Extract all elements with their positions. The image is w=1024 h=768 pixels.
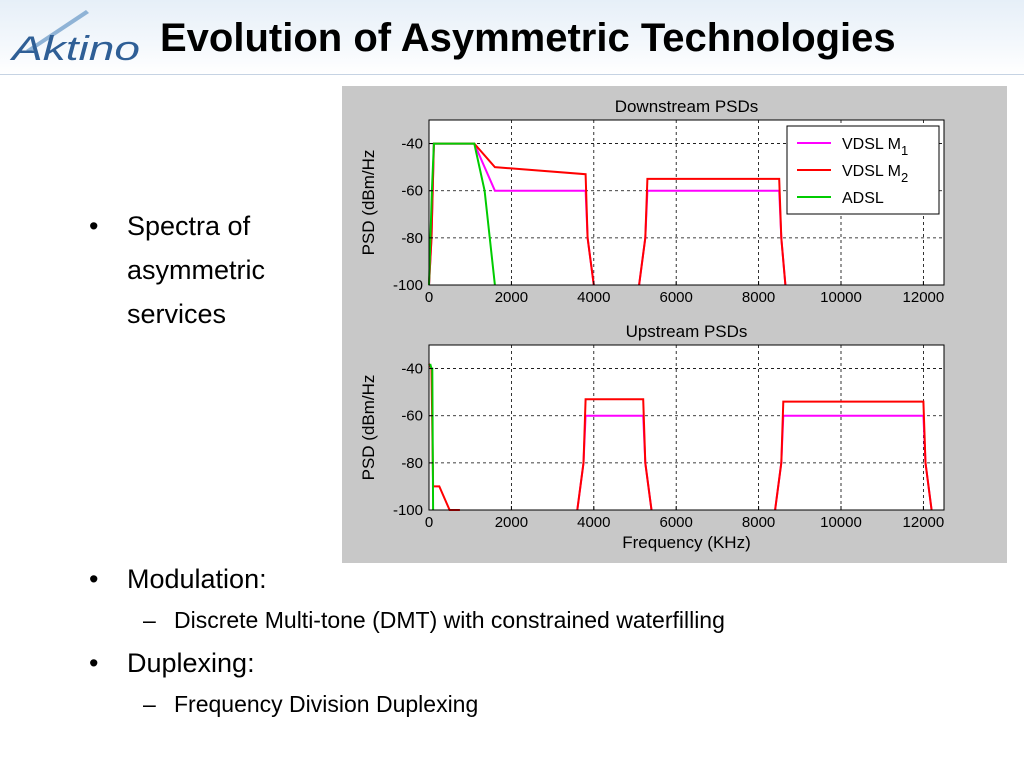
x-tick-label: 12000 [903,289,945,306]
y-axis-label: PSD (dBm/Hz [359,375,378,481]
slide-title: Evolution of Asymmetric Technologies [160,16,896,60]
x-tick-label: 10000 [820,289,862,306]
series-line-adsl [428,142,496,286]
dash-glyph: – [143,607,156,633]
bullet-spectra: • Spectra of asymmetric services [89,204,327,336]
sub-bullet-duplexing: – Frequency Division Duplexing [143,691,479,718]
chart-title: Downstream PSDs [615,97,759,116]
bullet-glyph: • [89,211,99,241]
x-tick-label: 10000 [820,514,862,531]
psd-charts-svg: Downstream PSDs 0 2000 4000 6000 8000 10000 120… [359,97,945,552]
sub-bullet-duplexing-text: Frequency Division Duplexing [174,691,479,717]
bullet-duplexing-text: Duplexing: [127,648,255,678]
bullet-modulation-text: Modulation: [127,564,267,594]
y-tick-label: -100 [393,502,423,519]
x-axis-label: Frequency (KHz) [622,533,750,552]
bullet-duplexing: • Duplexing: [89,648,255,678]
x-tick-label: 8000 [742,289,775,306]
y-tick-label: -60 [401,408,423,425]
y-tick-label: -80 [401,455,423,472]
logo-text: Aktino [9,30,140,68]
psd-figure: Downstream PSDs 0 2000 4000 6000 8000 10000 120… [342,86,1007,563]
series-line-vdsl-m2 [638,177,787,286]
x-tick-label: 4000 [577,514,610,531]
bullet-modulation: • Modulation: [89,564,267,594]
x-tick-label: 0 [425,514,433,531]
sub-bullet-modulation: – Discrete Multi-tone (DMT) with constra… [143,607,725,634]
aktino-logo: Aktino [9,10,140,68]
bullet-spectra-text: Spectra of asymmetric services [127,211,266,329]
series-line-vdsl-m2 [774,400,933,511]
plot-border [428,119,945,286]
y-tick-label: -60 [401,183,423,200]
legend-label: VDSL M1 [842,136,908,158]
plot-border [428,344,945,511]
y-axis-label: PSD (dBm/Hz [359,150,378,256]
sub-bullet-modulation-text: Discrete Multi-tone (DMT) with constrain… [174,607,725,633]
x-tick-label: 6000 [660,514,693,531]
y-tick-label: -100 [393,277,423,294]
series-line-vdsl-m2 [576,398,653,511]
x-tick-label: 2000 [495,289,528,306]
y-tick-label: -80 [401,230,423,247]
plot-area [429,345,944,510]
x-tick-label: 6000 [660,289,693,306]
y-tick-label: -40 [401,361,423,378]
x-tick-label: 8000 [742,514,775,531]
bullet-glyph: • [89,564,99,594]
bullet-glyph: • [89,648,99,678]
x-tick-label: 4000 [577,289,610,306]
slide-header: Aktino Evolution of Asymmetric Technolog… [0,0,1024,75]
x-tick-label: 12000 [903,514,945,531]
x-tick-label: 2000 [495,514,528,531]
legend-label: ADSL [842,190,884,207]
y-tick-label: -40 [401,136,423,153]
legend-label: VDSL M2 [842,163,908,185]
x-tick-label: 0 [425,289,433,306]
dash-glyph: – [143,691,156,717]
chart-title: Upstream PSDs [626,322,748,341]
